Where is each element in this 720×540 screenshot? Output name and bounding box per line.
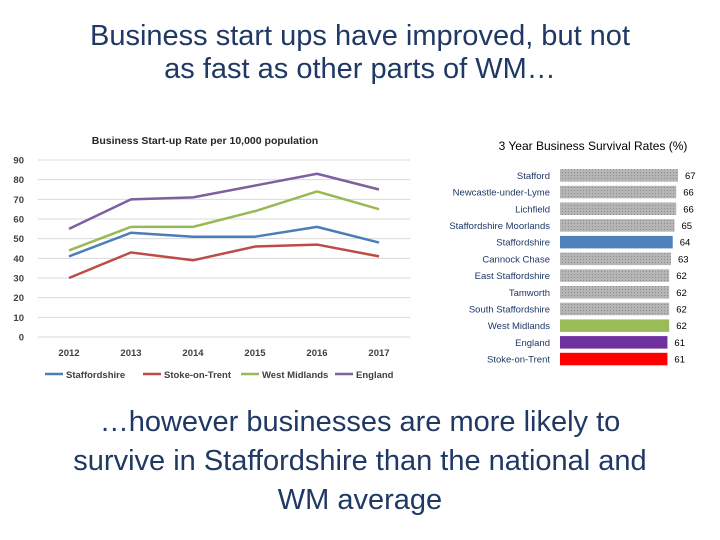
y-tick-label: 80 xyxy=(13,175,24,186)
bar-value-label: 66 xyxy=(683,188,694,199)
bar xyxy=(560,169,678,182)
bar-value-label: 62 xyxy=(676,321,687,332)
x-tick-label: 2017 xyxy=(368,348,389,359)
bar-row: Cannock Chase 63 xyxy=(482,252,689,266)
x-tick-label: 2014 xyxy=(182,348,204,359)
bar-row: Stoke-on-Trent 61 xyxy=(487,352,685,366)
bar-category-label: Stoke-on-Trent xyxy=(487,355,550,366)
line-chart-legend: Staffordshire Stoke-on-Trent West Midlands… xyxy=(45,370,394,381)
bar xyxy=(560,269,670,282)
line-chart-series xyxy=(68,172,380,280)
bar-value-label: 63 xyxy=(678,254,689,265)
bar-value-label: 62 xyxy=(676,271,687,282)
bar-value-label: 61 xyxy=(674,355,685,366)
bar-row: Newcastle-under-Lyme 66 xyxy=(453,185,694,199)
bar xyxy=(560,319,670,332)
y-tick-label: 70 xyxy=(13,195,24,206)
legend-label: Stoke-on-Trent xyxy=(164,370,232,381)
bar-value-label: 65 xyxy=(681,221,692,232)
bar-row: Stafford 67 xyxy=(517,169,696,182)
bar-chart-title: 3 Year Business Survival Rates (%) xyxy=(499,139,688,153)
legend-label: West Midlands xyxy=(262,370,328,381)
bar-row: Lichfield 66 xyxy=(515,202,694,215)
series-line-stoke-on-trent xyxy=(68,243,380,280)
legend-item: West Midlands xyxy=(241,370,328,381)
x-tick-label: 2015 xyxy=(244,348,266,359)
bar xyxy=(560,302,670,316)
bar xyxy=(560,286,670,299)
bar xyxy=(560,235,673,249)
line-chart-y-axis: 0 10 20 30 40 50 60 70 80 90 xyxy=(13,156,24,344)
x-tick-label: 2012 xyxy=(58,348,79,359)
bar-category-label: Cannock Chase xyxy=(482,254,550,265)
bar-category-label: West Midlands xyxy=(488,321,550,332)
bar-row: Staffordshire Moorlands 65 xyxy=(449,219,692,232)
start-up-rate-line-chart: Business Start-up Rate per 10,000 popula… xyxy=(13,135,410,381)
x-tick-label: 2016 xyxy=(306,348,327,359)
line-chart-x-axis: 2012 2013 2014 2015 2016 2017 xyxy=(58,348,389,359)
legend-item: England xyxy=(335,370,394,381)
bar xyxy=(560,185,677,199)
bar-category-label: Staffordshire Moorlands xyxy=(449,221,550,232)
y-tick-label: 0 xyxy=(19,333,24,344)
bar-value-label: 61 xyxy=(674,338,685,349)
series-line-england xyxy=(68,172,380,230)
slide-title: Business start ups have improved, but no… xyxy=(20,20,700,86)
slide-title-line-1: Business start ups have improved, but no… xyxy=(89,20,630,52)
slide-footer-line-3: WM average xyxy=(277,484,443,516)
bar-category-label: England xyxy=(515,338,550,349)
legend-item: Staffordshire xyxy=(45,370,125,381)
series-line-west-midlands xyxy=(68,190,380,252)
slide-footer-line-2: survive in Staffordshire than the nation… xyxy=(73,445,647,477)
x-tick-label: 2013 xyxy=(120,348,141,359)
bar-value-label: 67 xyxy=(685,171,696,182)
line-chart-title: Business Start-up Rate per 10,000 popula… xyxy=(92,135,318,147)
y-tick-label: 50 xyxy=(13,234,24,245)
bar-value-label: 62 xyxy=(676,288,687,299)
bar-category-label: Tamworth xyxy=(509,288,550,299)
bar xyxy=(560,219,675,232)
y-tick-label: 20 xyxy=(13,293,24,304)
bar-category-label: Lichfield xyxy=(515,204,550,215)
legend-label: Staffordshire xyxy=(66,370,125,381)
bar-row: Staffordshire 64 xyxy=(496,235,691,249)
bar-value-label: 66 xyxy=(683,204,694,215)
y-tick-label: 10 xyxy=(13,313,24,324)
bar-row: England 61 xyxy=(515,336,685,349)
bar-value-label: 62 xyxy=(676,304,687,315)
legend-item: Stoke-on-Trent xyxy=(143,370,232,381)
bar-row: West Midlands 62 xyxy=(488,319,687,332)
series-line-staffordshire xyxy=(68,225,380,258)
y-tick-label: 60 xyxy=(13,215,24,226)
legend-label: England xyxy=(356,370,394,381)
bar-category-label: South Staffordshire xyxy=(469,304,550,315)
bar-row: South Staffordshire 62 xyxy=(469,302,687,316)
line-chart-gridlines xyxy=(38,159,410,338)
bar xyxy=(560,336,668,349)
bar-value-label: 64 xyxy=(680,238,691,249)
slide-title-line-2: as fast as other parts of WM… xyxy=(164,53,556,85)
bar xyxy=(560,252,671,266)
bar-category-label: Stafford xyxy=(517,171,550,182)
y-tick-label: 30 xyxy=(13,274,24,285)
bar xyxy=(560,202,677,215)
bar xyxy=(560,352,668,366)
y-tick-label: 90 xyxy=(13,156,24,167)
slide-footer-line-1: …however businesses are more likely to xyxy=(99,406,621,438)
bar-category-label: Newcastle-under-Lyme xyxy=(453,188,550,199)
bar-category-label: Staffordshire xyxy=(496,238,550,249)
survival-rate-bar-chart: 3 Year Business Survival Rates (%) Staff… xyxy=(449,139,696,366)
y-tick-label: 40 xyxy=(13,254,24,265)
bar-row: Tamworth 62 xyxy=(509,286,687,299)
slide-footer: …however businesses are more likely to s… xyxy=(0,403,720,520)
bar-row: East Staffordshire 62 xyxy=(475,269,687,282)
bar-category-label: East Staffordshire xyxy=(475,271,550,282)
